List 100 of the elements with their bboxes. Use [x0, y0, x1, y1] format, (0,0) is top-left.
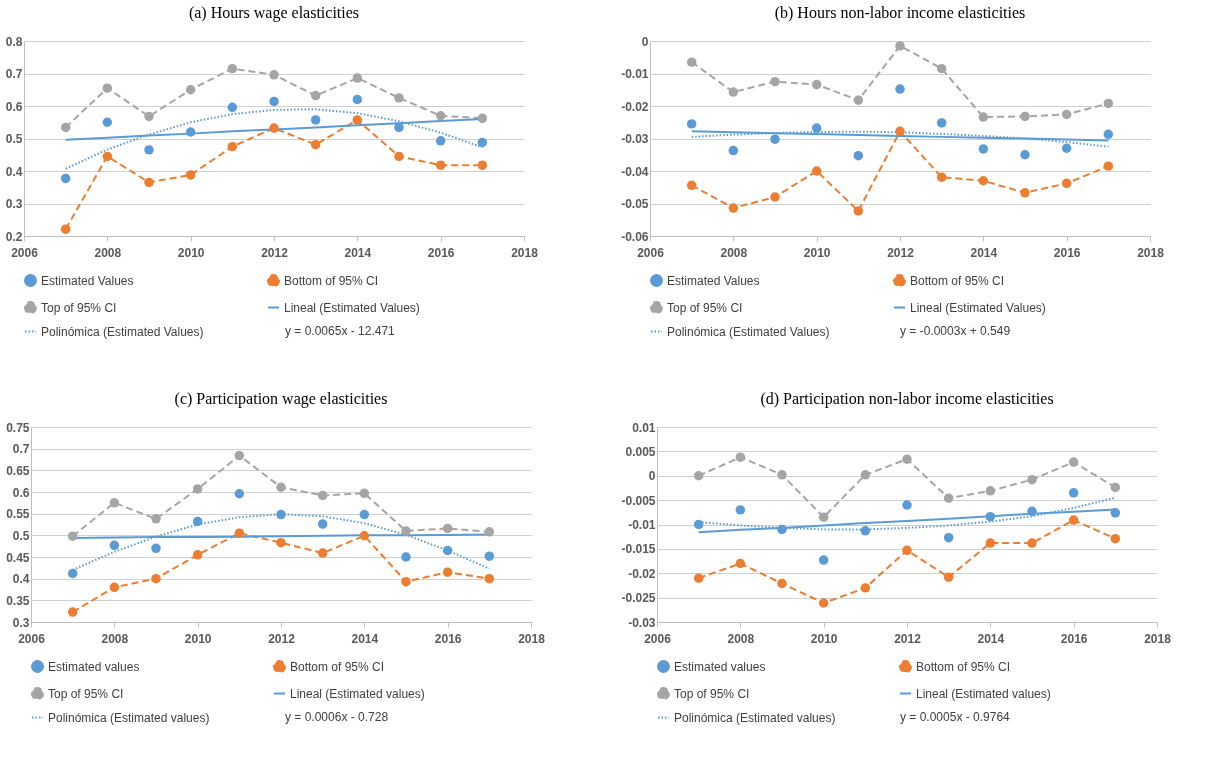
- text: y = 0.0005x - 0.9764: [900, 710, 1010, 724]
- legend-label: Bottom of 95% CI: [284, 273, 379, 288]
- y-tick-label: 0.8: [5, 34, 23, 49]
- text: y = 0.0006x - 0.728: [285, 710, 389, 724]
- point: [1061, 143, 1072, 153]
- point: [151, 543, 161, 554]
- y-tick-label: 0.4: [5, 164, 23, 179]
- x-tick-label: 2006: [18, 631, 46, 646]
- point: [352, 94, 363, 105]
- y-tick-label: 0.6: [5, 99, 23, 114]
- legend-label: Lineal (Estimated values): [290, 686, 425, 701]
- point: [728, 145, 739, 156]
- x-tick-label: 2014: [344, 245, 372, 260]
- x-tick-label: 2012: [887, 245, 915, 260]
- point: [895, 84, 905, 94]
- y-tick-label: 0.4: [12, 572, 30, 587]
- point: [860, 526, 871, 536]
- legend-label: Top of 95% CI: [674, 686, 750, 701]
- point: [777, 524, 787, 535]
- point: [978, 144, 989, 154]
- point: [693, 519, 704, 530]
- point: [359, 509, 370, 520]
- x-tick-label: 2008: [94, 245, 122, 260]
- legend-label: Top of 95% CI: [48, 686, 124, 701]
- y-tick-label: -0.015: [621, 542, 656, 557]
- x-tick-label: 2006: [11, 245, 39, 260]
- x-tick-label: 2010: [184, 631, 212, 646]
- point: [770, 134, 780, 144]
- point: [1110, 508, 1121, 518]
- y-tick-label: -0.01: [628, 518, 656, 532]
- point: [435, 136, 446, 146]
- legend-label: Polinómica (Estimated Values): [41, 324, 204, 339]
- point: [818, 555, 829, 565]
- x-tick-label: 2008: [101, 631, 129, 646]
- x-tick-label: 2018: [518, 631, 546, 646]
- x-tick-label: 2008: [727, 631, 755, 646]
- x-tick-label: 2014: [351, 631, 379, 646]
- point: [484, 551, 495, 561]
- point: [317, 519, 328, 529]
- point: [185, 127, 196, 137]
- point: [1020, 150, 1030, 160]
- point: [60, 173, 71, 184]
- point: [144, 145, 154, 155]
- y-tick-label: 0.75: [6, 420, 30, 435]
- y-tick-label: 0.6: [12, 485, 30, 500]
- y-tick-label: 0.01: [632, 420, 656, 435]
- point: [401, 552, 411, 562]
- x-tick-label: 2012: [261, 245, 289, 260]
- legend-label: Lineal (Estimated Values): [284, 300, 420, 315]
- y-tick-label: 0.2: [5, 229, 23, 244]
- legend-label: Bottom of 95% CI: [916, 659, 1011, 674]
- point: [102, 117, 113, 127]
- point: [477, 137, 488, 148]
- x-tick-label: 2016: [427, 245, 455, 260]
- y-tick-label: -0.04: [621, 164, 649, 179]
- legend-label: Estimated values: [674, 659, 766, 674]
- y-tick-label: 0.3: [12, 615, 30, 630]
- y-tick-label: 0.005: [625, 444, 656, 459]
- y-tick-label: -0.03: [628, 615, 656, 630]
- legend-label: Lineal (Estimated Values): [910, 300, 1046, 315]
- point: [686, 119, 697, 129]
- text: y = 0.0065x - 12.471: [285, 324, 395, 338]
- legend-label: Top of 95% CI: [667, 300, 743, 315]
- y-tick-label: -0.03: [621, 132, 649, 146]
- point: [234, 489, 245, 499]
- y-tick-label: -0.005: [621, 493, 656, 508]
- point: [227, 102, 238, 113]
- point: [67, 568, 78, 579]
- point: [943, 532, 954, 543]
- point: [109, 540, 120, 551]
- x-tick-label: 2018: [1137, 245, 1165, 260]
- point: [735, 505, 746, 515]
- point: [310, 115, 321, 125]
- x-tick-label: 2016: [434, 631, 462, 646]
- point: [985, 511, 996, 522]
- y-tick-label: 0: [648, 469, 656, 484]
- y-tick-label: 0: [641, 34, 649, 49]
- x-tick-label: 2016: [1053, 245, 1081, 260]
- y-tick-label: 0.7: [12, 442, 30, 457]
- point: [1068, 488, 1079, 498]
- x-tick-label: 2018: [1144, 631, 1172, 646]
- text: y = -0.0003x + 0.549: [900, 324, 1011, 338]
- y-tick-label: -0.02: [621, 99, 649, 114]
- y-tick-label: 0.65: [6, 463, 30, 478]
- legend-label: Estimated Values: [667, 273, 760, 288]
- y-tick-label: 0.5: [5, 132, 23, 146]
- x-tick-label: 2008: [720, 245, 748, 260]
- x-tick-label: 2010: [803, 245, 831, 260]
- point: [853, 150, 864, 161]
- y-tick-label: -0.06: [621, 229, 649, 244]
- y-tick-label: 0.5: [12, 528, 30, 543]
- x-tick-label: 2016: [1060, 631, 1088, 646]
- x-tick-label: 2010: [810, 631, 838, 646]
- point: [1027, 506, 1037, 517]
- chart-title: (d) Participation non-labor income elasticities: [760, 390, 1054, 408]
- point: [811, 123, 822, 133]
- legend-label: Polinómica (Estimated Values): [667, 324, 830, 339]
- y-tick-label: -0.025: [621, 591, 656, 606]
- y-tick-label: 0.7: [5, 67, 23, 81]
- x-tick-label: 2014: [977, 631, 1005, 646]
